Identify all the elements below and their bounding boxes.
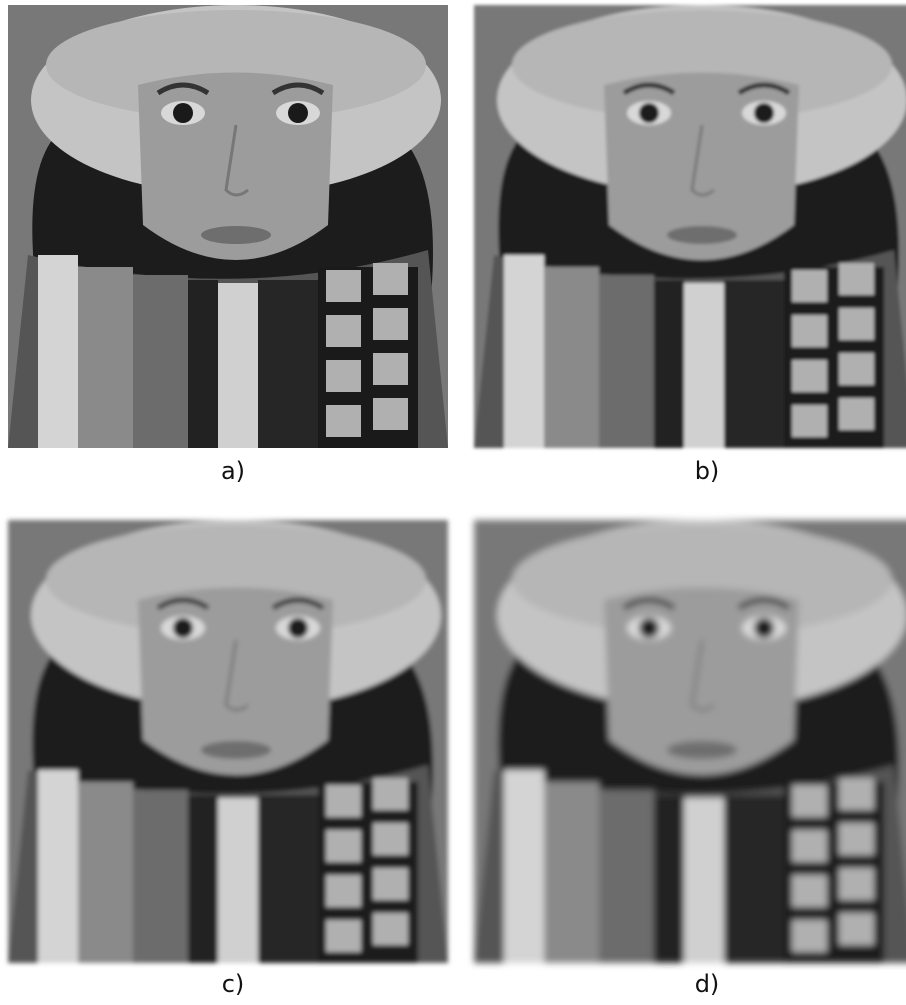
- panel-label: c): [222, 970, 245, 998]
- panel-label: d): [695, 970, 720, 998]
- image-c: [8, 520, 448, 963]
- page: a) b) c) d) (() => { const data = JSON.p…: [0, 0, 906, 1001]
- image-b: [474, 5, 906, 448]
- panel-label: a): [221, 457, 245, 485]
- panel-label: b): [695, 457, 720, 485]
- image-d: [474, 520, 906, 963]
- image-a: [8, 5, 448, 448]
- figure: a) b) c) d): [0, 0, 906, 1001]
